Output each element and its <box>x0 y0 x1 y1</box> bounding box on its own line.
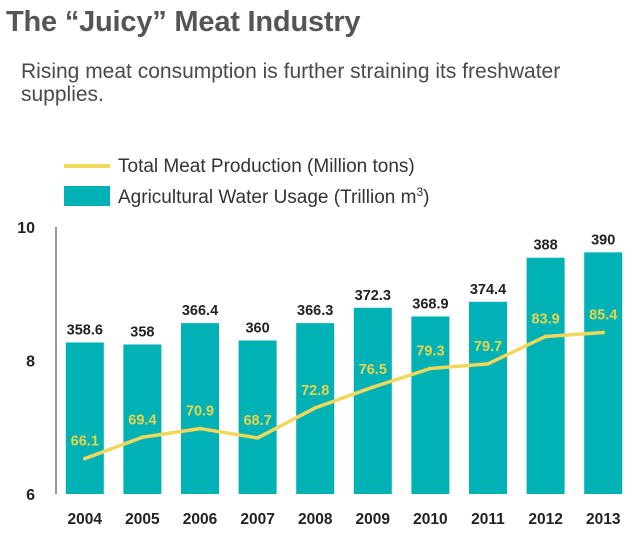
x-tick-label: 2013 <box>586 511 621 528</box>
bar <box>584 252 623 494</box>
legend-line-label: Total Meat Production (Million tons) <box>118 156 415 177</box>
bar <box>123 344 162 494</box>
x-tick-label: 2008 <box>298 511 333 528</box>
bar <box>181 323 219 494</box>
line-value-label: 79.7 <box>474 339 502 355</box>
x-tick-label: 2010 <box>413 511 447 528</box>
bar-value-label: 360 <box>245 320 269 336</box>
bar-value-label: 390 <box>591 232 615 248</box>
bar <box>526 257 565 494</box>
bar-value-label: 374.4 <box>470 282 506 298</box>
line-point <box>140 435 145 440</box>
line-point <box>486 362 490 366</box>
bar <box>353 307 392 494</box>
bar-value-label: 388 <box>533 238 557 254</box>
line-value-label: 70.9 <box>186 404 214 420</box>
line-series <box>83 330 605 461</box>
line-value-label: 68.7 <box>243 413 271 429</box>
bar-value-label: 358.6 <box>67 322 103 338</box>
chart-subtitle: Rising meat consumption is further strai… <box>21 60 561 106</box>
line-value-label: 66.1 <box>71 434 99 450</box>
line-point <box>428 366 433 371</box>
x-tick-label: 2007 <box>240 511 274 528</box>
bar <box>238 340 277 494</box>
line-point <box>255 436 260 440</box>
line-point <box>371 385 375 390</box>
x-tick-label: 2004 <box>68 511 103 528</box>
line-value-label: 69.4 <box>128 412 156 428</box>
y-tick-label: 10 <box>17 220 35 237</box>
bar-value-label: 358 <box>130 324 154 340</box>
bar <box>469 301 507 494</box>
bar-value-label: 366.3 <box>297 303 333 319</box>
x-tick-label: 2012 <box>528 511 562 528</box>
x-tick-label: 2006 <box>183 511 218 528</box>
legend-bar-swatch <box>64 186 110 206</box>
x-tick-label: 2011 <box>471 511 505 528</box>
y-tick-label: 8 <box>26 354 35 371</box>
line-value-label: 72.8 <box>301 383 329 399</box>
x-tick-label: 2009 <box>356 511 391 528</box>
chart-title: The “Juicy” Meat Industry <box>6 6 361 38</box>
y-tick-label: 6 <box>26 487 35 504</box>
line-value-label: 83.9 <box>531 311 559 327</box>
bar <box>65 342 104 494</box>
bar-value-label: 368.9 <box>412 296 448 312</box>
line-point <box>83 456 87 461</box>
line-value-label: 85.4 <box>589 307 617 323</box>
line-point <box>601 330 605 335</box>
line-point <box>313 406 318 410</box>
line-value-label: 76.5 <box>359 362 387 378</box>
bar-value-label: 366.4 <box>182 303 218 319</box>
bar <box>411 316 450 494</box>
legend-bar-label: Agricultural Water Usage (Trillion m3) <box>118 185 429 208</box>
line-point <box>198 426 202 431</box>
line-point <box>543 334 548 339</box>
bar-value-label: 372.3 <box>355 288 391 304</box>
x-tick-label: 2005 <box>125 511 160 528</box>
line-value-label: 79.3 <box>416 344 444 360</box>
